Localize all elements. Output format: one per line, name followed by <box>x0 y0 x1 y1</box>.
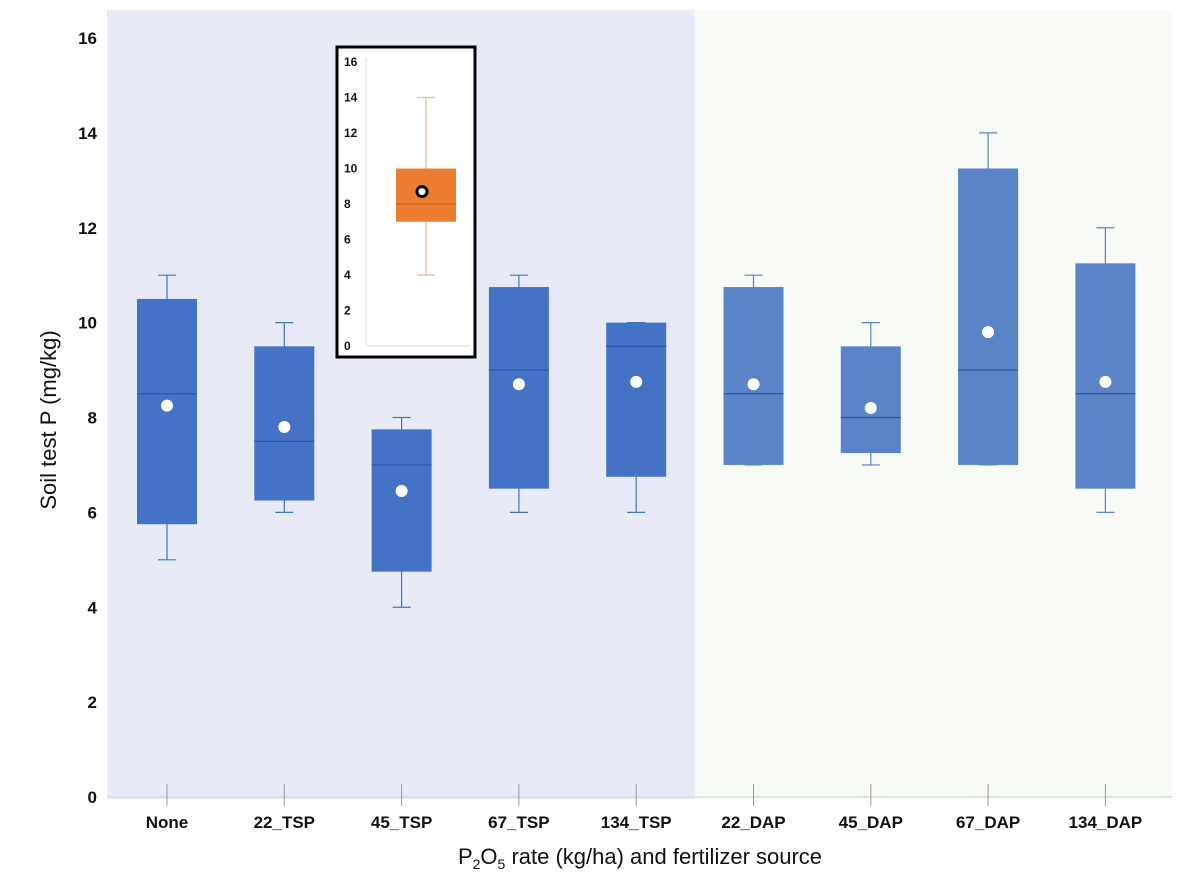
x-category-label: 134_TSP <box>601 813 672 832</box>
x-axis-title-subscript: 5 <box>498 856 506 872</box>
box-134_DAP <box>1075 227 1136 513</box>
mean-marker <box>747 378 760 391</box>
x-category-label: 67_DAP <box>956 813 1020 832</box>
mean-marker <box>982 326 995 339</box>
inset-y-tick-label: 14 <box>344 91 358 105</box>
y-tick-label: 0 <box>88 788 97 807</box>
box-22_DAP <box>723 274 784 466</box>
inset-y-tick-label: 0 <box>344 339 351 353</box>
y-tick-label: 4 <box>88 598 98 617</box>
x-axis-title-subscript: 2 <box>473 856 481 872</box>
y-tick-label: 2 <box>88 693 97 712</box>
mean-marker <box>161 399 173 412</box>
mean-marker <box>278 420 291 433</box>
inset-y-tick-label: 10 <box>344 162 358 176</box>
inset-y-tick-label: 2 <box>344 304 351 318</box>
mean-marker <box>512 378 525 391</box>
box-134_TSP <box>606 322 667 513</box>
inset-y-tick-label: 6 <box>344 233 351 247</box>
x-category-label: 67_TSP <box>488 813 549 832</box>
y-tick-label: 6 <box>88 503 97 522</box>
mean-marker <box>395 485 408 498</box>
x-axis-title-part: P <box>458 844 473 869</box>
box-iqr <box>606 322 667 477</box>
x-category-label: None <box>146 813 189 832</box>
x-axis-title: P2O5 rate (kg/ha) and fertilizer source <box>458 844 822 872</box>
inset-y-tick-label: 16 <box>344 55 358 69</box>
y-axis-title: Soil test P (mg/kg) <box>36 330 61 509</box>
inset-y-tick-label: 4 <box>344 268 351 282</box>
box-None <box>137 274 197 561</box>
box-iqr <box>371 429 432 572</box>
mean-marker <box>1099 375 1112 388</box>
x-category-label: 22_TSP <box>254 813 315 832</box>
x-category-label: 134_DAP <box>1069 813 1143 832</box>
x-axis-title-part: O <box>480 844 497 869</box>
inset-y-tick-label: 12 <box>344 126 358 140</box>
mean-marker <box>864 402 877 415</box>
box-22_TSP <box>254 322 315 513</box>
box-67_DAP <box>958 132 1019 466</box>
x-category-label: 45_TSP <box>371 813 432 832</box>
box-45_DAP <box>840 322 901 466</box>
y-tick-label: 16 <box>78 29 97 48</box>
y-tick-label: 12 <box>78 219 97 238</box>
box-45_TSP <box>371 416 432 608</box>
box-iqr <box>840 346 901 454</box>
x-category-label: 22_DAP <box>721 813 785 832</box>
y-tick-label: 10 <box>78 314 97 333</box>
box-67_TSP <box>488 274 549 513</box>
inset-mean-marker <box>415 185 429 199</box>
y-tick-label: 14 <box>78 124 97 143</box>
x-category-label: 45_DAP <box>839 813 903 832</box>
mean-marker <box>630 375 643 388</box>
box-iqr <box>723 287 784 465</box>
x-axis-title-part: rate (kg/ha) and fertilizer source <box>505 844 822 869</box>
y-tick-label: 8 <box>88 409 97 428</box>
box-iqr <box>958 168 1019 465</box>
inset-y-tick-label: 8 <box>344 197 351 211</box>
